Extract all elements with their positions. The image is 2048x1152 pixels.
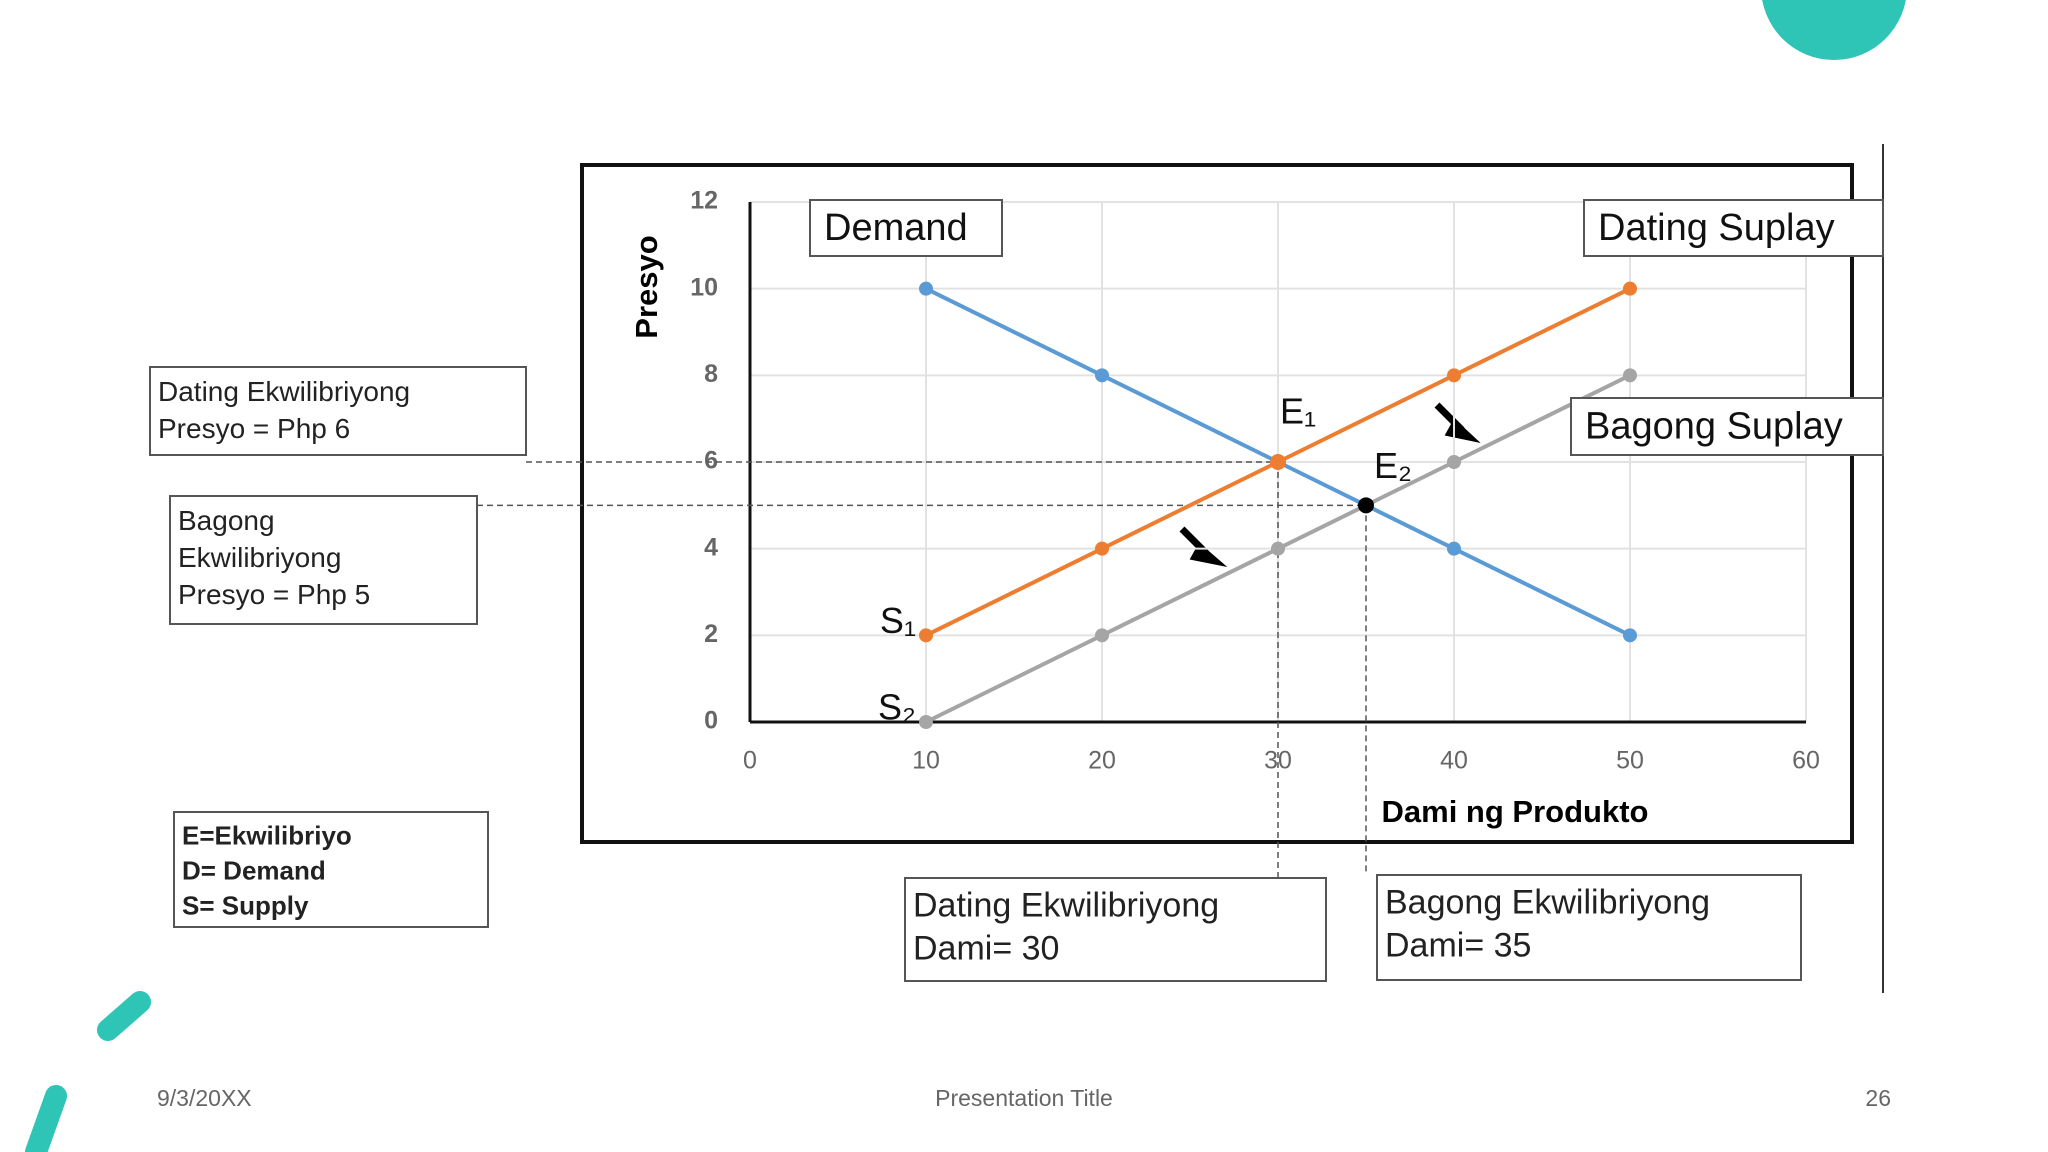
y-tick-label: 6 bbox=[704, 447, 718, 475]
data-point bbox=[1447, 455, 1461, 469]
data-point bbox=[1095, 628, 1109, 643]
x-tick-label: 20 bbox=[1088, 747, 1116, 775]
x-tick-label: 0 bbox=[743, 747, 757, 775]
data-point bbox=[919, 281, 933, 296]
series-label: S₂ bbox=[878, 687, 916, 728]
annotation-text: Bagong bbox=[178, 505, 275, 536]
annotation-box bbox=[173, 811, 489, 928]
x-tick-label: 30 bbox=[1264, 747, 1292, 775]
data-point bbox=[1623, 628, 1637, 643]
decor-stroke bbox=[97, 991, 151, 1041]
legend-label: Bagong Suplay bbox=[1585, 406, 1843, 448]
annotation-box bbox=[1376, 874, 1802, 981]
legend-box bbox=[1583, 199, 1884, 257]
decor-stroke bbox=[25, 1085, 67, 1152]
annotation-text: Dating Ekwilibriyong bbox=[913, 886, 1219, 924]
series-label: S₁ bbox=[880, 600, 916, 641]
data-point bbox=[919, 715, 933, 729]
annotation-text: E=Ekwilibriyo bbox=[182, 820, 352, 850]
annotation-box bbox=[169, 495, 478, 625]
data-point bbox=[1623, 281, 1637, 296]
legend-label: Demand bbox=[824, 207, 968, 249]
data-point bbox=[1095, 368, 1109, 383]
legend-box bbox=[809, 199, 1003, 257]
footer-page: 26 bbox=[1865, 1085, 1891, 1111]
footer-date: 9/3/20XX bbox=[157, 1085, 252, 1111]
data-point bbox=[1271, 541, 1285, 556]
annotation-text: Dami= 30 bbox=[913, 929, 1059, 967]
shift-arrow bbox=[1179, 526, 1228, 568]
data-point bbox=[1623, 368, 1637, 383]
x-tick-label: 40 bbox=[1440, 747, 1468, 775]
annotation-text: Presyo = Php 5 bbox=[178, 579, 370, 610]
y-tick-label: 10 bbox=[690, 273, 718, 301]
x-tick-label: 10 bbox=[912, 747, 940, 775]
y-tick-label: 0 bbox=[704, 707, 718, 735]
y-tick-label: 4 bbox=[704, 533, 718, 561]
legend-label: Dating Suplay bbox=[1598, 207, 1835, 249]
annotation-text: D= Demand bbox=[182, 855, 326, 885]
annotation-text: Dating Ekwilibriyong bbox=[158, 376, 410, 407]
data-point bbox=[1095, 541, 1109, 556]
annotation-text: Dami= 35 bbox=[1385, 926, 1531, 964]
decor-circle bbox=[1762, 0, 1906, 60]
annotation-text: Presyo = Php 6 bbox=[158, 413, 350, 444]
y-tick-label: 8 bbox=[704, 360, 718, 388]
annotation-text: S= Supply bbox=[182, 890, 309, 920]
y-tick-label: 2 bbox=[704, 620, 718, 648]
data-point bbox=[1447, 368, 1461, 383]
y-tick-label: 12 bbox=[690, 187, 718, 215]
chart-frame bbox=[580, 163, 1854, 844]
equilibrium-label: E₂ bbox=[1374, 445, 1412, 486]
data-point bbox=[1447, 541, 1461, 556]
annotation-text: Ekwilibriyong bbox=[178, 542, 341, 573]
annotation-text: Bagong Ekwilibriyong bbox=[1385, 883, 1710, 921]
equilibrium-point bbox=[1358, 497, 1374, 514]
legend-box bbox=[1570, 397, 1884, 456]
x-tick-label: 60 bbox=[1792, 747, 1820, 775]
y-axis-label: Presyo bbox=[629, 235, 664, 338]
equilibrium-point bbox=[1270, 454, 1286, 470]
footer-title: Presentation Title bbox=[935, 1085, 1113, 1111]
annotation-box bbox=[904, 877, 1327, 982]
x-axis-label: Dami ng Produkto bbox=[1382, 794, 1649, 829]
equilibrium-label: E₁ bbox=[1280, 391, 1316, 432]
x-tick-label: 50 bbox=[1616, 747, 1644, 775]
annotation-box bbox=[149, 366, 527, 456]
data-point bbox=[919, 628, 933, 643]
